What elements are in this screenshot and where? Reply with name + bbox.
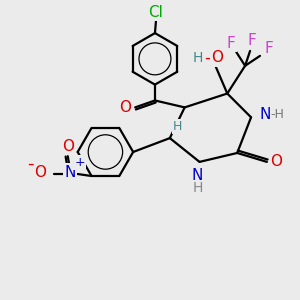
Text: N: N [259,107,271,122]
Text: -: - [27,155,33,173]
Text: F: F [265,41,273,56]
Text: -: - [204,49,211,67]
Text: F: F [248,32,256,47]
Text: Cl: Cl [148,5,164,20]
Text: N: N [64,164,75,179]
Text: N: N [192,168,203,183]
Text: H: H [173,120,182,133]
Text: O: O [270,154,282,169]
Text: -H: -H [271,108,285,121]
Text: H: H [192,181,203,195]
Text: +: + [74,156,85,169]
Text: O: O [34,164,46,179]
Text: F: F [227,35,236,50]
Text: O: O [212,50,224,65]
Text: H: H [192,51,203,65]
Text: O: O [119,100,131,115]
Text: O: O [62,139,74,154]
